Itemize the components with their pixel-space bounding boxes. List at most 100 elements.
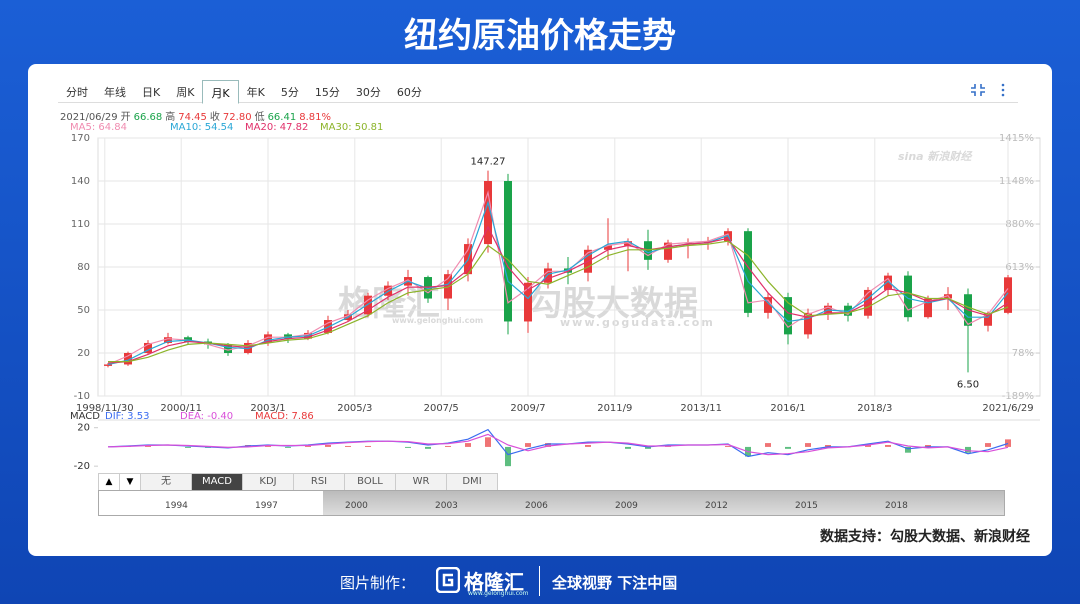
x-tick-label: 2003/1 bbox=[250, 403, 285, 414]
quote-value: 72.80 bbox=[222, 112, 252, 123]
x-tick-label: 1998/11/30 bbox=[76, 403, 134, 414]
indicator-tab[interactable]: RSI bbox=[293, 473, 345, 491]
macd-bar bbox=[885, 445, 891, 447]
macd-bar bbox=[445, 445, 451, 447]
slogan: 全球视野 下注中国 bbox=[552, 574, 678, 592]
period-tab[interactable]: 60分 bbox=[396, 86, 422, 99]
indicator-tab[interactable]: KDJ bbox=[242, 473, 294, 491]
candle-body bbox=[124, 353, 132, 365]
navigator-label: 1994 bbox=[165, 501, 188, 511]
period-tab[interactable]: 年K bbox=[246, 86, 265, 99]
candle-body bbox=[764, 297, 772, 313]
macd-bar bbox=[785, 446, 791, 449]
x-tick-label: 2005/3 bbox=[337, 403, 372, 414]
line-series bbox=[108, 240, 1009, 363]
candle-body bbox=[544, 268, 552, 283]
watermark-url: www.gogudata.com bbox=[560, 316, 715, 329]
quote-label: 高 bbox=[165, 112, 176, 123]
y-tick-label: -10 bbox=[74, 391, 90, 402]
period-tab[interactable]: 周K bbox=[176, 86, 195, 99]
period-tab[interactable]: 5分 bbox=[280, 86, 299, 99]
period-tab[interactable]: 日K bbox=[142, 86, 161, 99]
indicator-tab[interactable]: ▲ bbox=[98, 473, 120, 491]
indicator-tab[interactable]: WR bbox=[395, 473, 447, 491]
macd-bar bbox=[865, 445, 871, 447]
macd-bar bbox=[825, 445, 831, 447]
x-tick-label: 2007/5 bbox=[424, 403, 459, 414]
navigator-label: 2009 bbox=[615, 501, 638, 511]
x-tick-label: 2011/9 bbox=[597, 403, 632, 414]
period-tab[interactable]: 15分 bbox=[314, 86, 340, 99]
indicator-tab[interactable]: DMI bbox=[446, 473, 498, 491]
legend-entry: MA30: 50.81 bbox=[320, 122, 383, 133]
line-series bbox=[107, 190, 1009, 366]
y2-tick-label: 78% bbox=[1012, 348, 1034, 359]
macd-bar bbox=[625, 446, 631, 449]
divider bbox=[539, 566, 540, 596]
panel-title: MACD bbox=[70, 411, 100, 422]
macd-bar bbox=[905, 446, 911, 453]
page-title: 纽约原油价格走势 bbox=[404, 16, 676, 56]
candle-body bbox=[1004, 277, 1012, 313]
indicator-tabs: ▲ ▼ 无 MACD KDJ RSI BOLL WR DMI bbox=[98, 473, 498, 491]
y2-tick-label: -189% bbox=[1002, 391, 1034, 402]
indicator-tab[interactable]: 无 bbox=[140, 473, 192, 491]
macd-bar bbox=[1005, 439, 1011, 447]
navigator-label: 2000 bbox=[345, 501, 368, 511]
annotation: 147.27 bbox=[471, 157, 506, 168]
watermark: sina 新浪财经 bbox=[898, 150, 972, 163]
brand-url: www.gelonghui.com bbox=[468, 590, 529, 597]
candle-body bbox=[904, 275, 912, 318]
period-tab[interactable]: 30分 bbox=[355, 86, 381, 99]
indicator-tab[interactable]: ▼ bbox=[119, 473, 141, 491]
candle-body bbox=[184, 337, 192, 342]
data-source: 数据支持：勾股大数据、新浪财经 bbox=[820, 529, 1030, 545]
candle-body bbox=[604, 245, 612, 250]
candle-body bbox=[104, 364, 112, 366]
macd-bar bbox=[985, 443, 991, 447]
macd-bar bbox=[325, 445, 331, 447]
quote-label: 低 bbox=[254, 112, 265, 123]
macd-bar bbox=[465, 443, 471, 447]
navigator[interactable]: 1994 1997 2000 2003 2006 2009 2012 2015 2018 bbox=[98, 490, 1005, 516]
legend-entry: DIF: 3.53 bbox=[105, 411, 149, 422]
y2-tick-label: 1415% bbox=[999, 133, 1034, 144]
period-tab[interactable]: 年线 bbox=[104, 86, 126, 99]
quote-line: 2021/06/29 开 66.68 高 74.45 收 72.80 低 66.41 8.81% bbox=[60, 108, 334, 123]
indicator-tab[interactable]: BOLL bbox=[344, 473, 396, 491]
candle-body bbox=[244, 342, 252, 353]
y2-tick-label: 613% bbox=[1005, 262, 1034, 273]
candle-body bbox=[484, 181, 492, 245]
candle-body bbox=[704, 241, 712, 243]
x-tick-label: 2016/1 bbox=[770, 403, 805, 414]
period-tab[interactable]: 月K bbox=[202, 80, 239, 104]
quote-label: 收 bbox=[209, 112, 220, 123]
legend-entry: MA5: 64.84 bbox=[70, 122, 127, 133]
candle-body bbox=[424, 277, 432, 299]
candle-body bbox=[664, 242, 672, 260]
toolbar-icons[interactable] bbox=[968, 82, 1018, 98]
quote-value: 66.68 bbox=[133, 112, 163, 123]
candle-body bbox=[624, 241, 632, 246]
watermark-url: www.gelonghui.com bbox=[392, 316, 484, 325]
navigator-window[interactable] bbox=[323, 491, 1004, 515]
quote-value: 74.45 bbox=[178, 112, 207, 123]
navigator-label: 2012 bbox=[705, 501, 728, 511]
candle-body bbox=[444, 274, 452, 299]
macd-bar bbox=[805, 443, 811, 447]
macd-bar bbox=[545, 443, 551, 447]
candle-body bbox=[644, 241, 652, 260]
macd-bar bbox=[425, 446, 431, 449]
brand-name: 格隆汇 bbox=[464, 570, 524, 594]
indicator-tab[interactable]: MACD bbox=[191, 473, 243, 491]
macd-bar bbox=[345, 445, 351, 447]
legend-entry: MACD: 7.86 bbox=[255, 411, 314, 422]
y2-tick-label: 1148% bbox=[999, 176, 1034, 187]
macd-bar bbox=[505, 446, 511, 467]
period-tab[interactable]: 分时 bbox=[66, 86, 88, 99]
legend-entry: DEA: -0.40 bbox=[180, 411, 233, 422]
y-tick-label: 50 bbox=[77, 305, 90, 316]
candle-body bbox=[504, 181, 512, 322]
macd-bar bbox=[925, 445, 931, 447]
candle-body bbox=[984, 312, 992, 326]
